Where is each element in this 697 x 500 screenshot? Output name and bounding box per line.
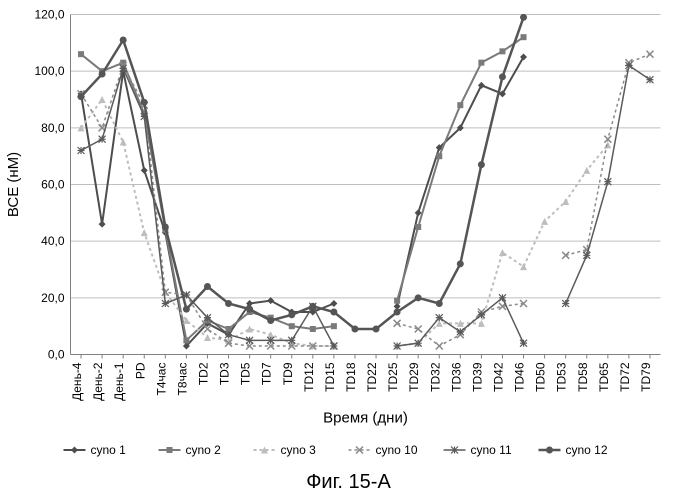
x-tick-label: День-4 bbox=[70, 362, 84, 401]
legend-label: cyno 2 bbox=[186, 443, 222, 457]
legend-label: cyno 12 bbox=[566, 443, 608, 457]
x-tick-label: TD2 bbox=[196, 362, 210, 385]
figure-caption: Фиг. 15-А bbox=[306, 471, 391, 493]
x-tick-label: PD bbox=[133, 362, 147, 379]
y-tick-label: 80,0 bbox=[41, 121, 65, 135]
y-tick-label: 20,0 bbox=[41, 291, 65, 305]
x-tick-label: TD29 bbox=[407, 362, 421, 392]
x-tick-label: TD65 bbox=[597, 362, 611, 392]
x-tick-label: TD46 bbox=[513, 362, 527, 392]
x-tick-label: TD18 bbox=[344, 362, 358, 392]
x-tick-label: TD25 bbox=[386, 362, 400, 392]
x-tick-label: TD36 bbox=[449, 362, 463, 392]
legend-label: cyno 3 bbox=[281, 443, 317, 457]
y-tick-label: 60,0 bbox=[41, 178, 65, 192]
y-tick-label: 120,0 bbox=[34, 8, 64, 22]
x-tick-label: TD22 bbox=[365, 362, 379, 392]
x-tick-label: TD12 bbox=[302, 362, 316, 392]
y-tick-label: 40,0 bbox=[41, 234, 65, 248]
y-tick-label: 0,0 bbox=[48, 348, 65, 362]
x-tick-label: TD42 bbox=[491, 362, 505, 392]
chart-container: 0,0 20,0 40,0 60,0 80,0 100,0 120,0 День-4 День-… bbox=[0, 0, 697, 500]
x-tick-label: TD50 bbox=[534, 362, 548, 392]
x-tick-label: День-2 bbox=[91, 362, 105, 401]
x-tick-label: TD15 bbox=[323, 362, 337, 392]
x-tick-label: Т8час bbox=[175, 363, 189, 396]
y-tick-label: 100,0 bbox=[34, 64, 64, 78]
y-axis-label: ВСЕ (нМ) bbox=[5, 152, 22, 217]
x-tick-label: Т4час bbox=[154, 363, 168, 396]
x-tick-label: TD3 bbox=[218, 362, 232, 385]
x-tick-label: TD5 bbox=[239, 362, 253, 385]
x-tick-label: TD53 bbox=[555, 362, 569, 392]
legend-label: cyno 10 bbox=[376, 443, 418, 457]
legend-label: cyno 11 bbox=[471, 443, 512, 457]
x-tick-label: TD39 bbox=[470, 362, 484, 392]
x-tick-label: День-1 bbox=[112, 362, 126, 401]
x-tick-label: TD72 bbox=[618, 362, 632, 392]
line-chart: 0,0 20,0 40,0 60,0 80,0 100,0 120,0 День-4 День-… bbox=[0, 0, 697, 500]
x-tick-label: TD58 bbox=[576, 362, 590, 392]
x-tick-label: TD9 bbox=[281, 362, 295, 385]
x-axis-label: Время (дни) bbox=[323, 410, 408, 427]
x-tick-label: TD7 bbox=[260, 362, 274, 385]
x-tick-label: TD32 bbox=[428, 362, 442, 392]
x-tick-label: TD79 bbox=[639, 362, 653, 392]
legend-label: cyno 1 bbox=[91, 443, 127, 457]
